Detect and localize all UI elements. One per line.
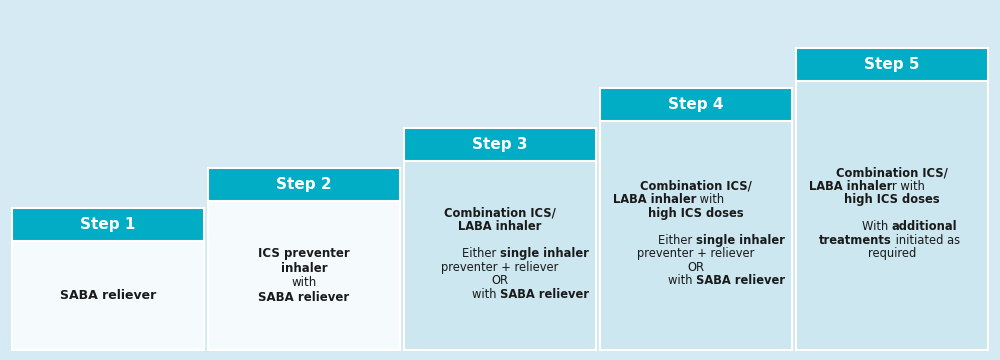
Text: with: with <box>291 276 317 289</box>
Text: Step 3: Step 3 <box>472 137 528 152</box>
Bar <box>12 241 204 350</box>
Text: ICS preventer: ICS preventer <box>258 247 350 260</box>
Text: single inhaler: single inhaler <box>696 234 785 247</box>
Text: SABA reliever: SABA reliever <box>696 274 785 287</box>
Text: Step 5: Step 5 <box>864 57 920 72</box>
Bar <box>404 161 596 350</box>
Text: single inhaler: single inhaler <box>500 247 589 260</box>
Text: Step 1: Step 1 <box>80 217 136 232</box>
Text: high ICS doses: high ICS doses <box>648 207 744 220</box>
Text: Combination ICS/: Combination ICS/ <box>444 207 556 220</box>
Text: Step 4: Step 4 <box>668 97 724 112</box>
Text: Step 2: Step 2 <box>276 177 332 192</box>
Text: Combination ICS/: Combination ICS/ <box>640 180 752 193</box>
Text: with: with <box>472 288 500 301</box>
Text: Either: Either <box>462 247 500 260</box>
Text: high ICS doses: high ICS doses <box>844 194 940 207</box>
Text: LABA inhaler: LABA inhaler <box>458 220 542 233</box>
Text: OR: OR <box>687 261 705 274</box>
Text: LABA inhaler: LABA inhaler <box>809 180 892 193</box>
Bar <box>208 168 400 201</box>
Text: required: required <box>868 248 916 261</box>
Bar <box>796 81 988 350</box>
Text: SABA reliever: SABA reliever <box>60 289 156 302</box>
Text: r with: r with <box>892 180 925 193</box>
Bar <box>600 121 792 350</box>
Text: OR: OR <box>491 274 509 287</box>
Text: with: with <box>668 274 696 287</box>
Text: preventer + reliever: preventer + reliever <box>637 247 755 260</box>
Text: LABA inhaler: LABA inhaler <box>613 193 696 206</box>
Text: SABA reliever: SABA reliever <box>500 288 589 301</box>
Text: With: With <box>862 220 892 234</box>
Text: preventer + reliever: preventer + reliever <box>441 261 559 274</box>
Bar <box>600 88 792 121</box>
Text: Either: Either <box>658 234 696 247</box>
Bar <box>796 48 988 81</box>
Bar <box>12 208 204 241</box>
Text: treatments: treatments <box>819 234 892 247</box>
Bar <box>208 201 400 350</box>
Text: additional: additional <box>892 220 958 234</box>
Text: Combination ICS/: Combination ICS/ <box>836 166 948 180</box>
Bar <box>404 128 596 161</box>
Text: with: with <box>696 193 724 206</box>
Text: initiated as: initiated as <box>892 234 960 247</box>
Text: inhaler: inhaler <box>281 262 327 275</box>
Text: SABA reliever: SABA reliever <box>258 291 350 304</box>
